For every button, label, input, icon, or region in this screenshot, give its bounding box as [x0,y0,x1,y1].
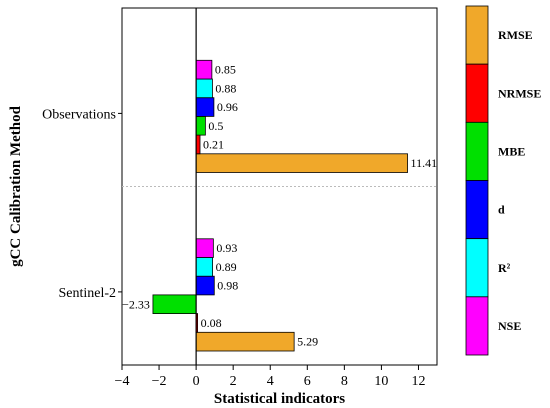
data-label-1-1: 0.89 [216,260,237,274]
category-label-1: Sentinel-2 [58,286,116,301]
legend-swatch-5 [465,296,489,356]
data-label-1-5: 5.29 [297,335,318,349]
data-label-0-5: 11.41 [411,156,438,170]
data-label-0-3: 0.5 [208,119,223,133]
legend-label-5: NSE [498,319,521,333]
bar-1-3 [152,294,197,314]
x-axis-title: Statistical indicators [214,391,345,407]
x-tick-label-3: 2 [230,374,237,389]
bar-0-5 [195,153,408,173]
data-label-1-4: 0.08 [201,316,222,330]
bar-1-5 [195,331,295,352]
legend-label-4: R² [498,261,511,275]
y-axis: Observations Sentinel-2 [42,107,122,301]
data-label-0-4: 0.21 [203,137,224,151]
x-tick-label-4: 4 [267,374,274,389]
x-tick-label-6: 8 [341,374,348,389]
plot-area: 11.41 0.21 0.5 0.96 0.88 0.85 5.29 0.08 −2.33 0.9… [121,7,438,366]
legend-swatch-4 [465,238,489,298]
legend-label-3: d [498,203,505,217]
category-label-0: Observations [42,107,116,122]
legend-label-1: NRMSE [498,86,541,100]
bar-1-0 [195,238,214,258]
legend-label-2: MBE [498,144,525,158]
legend-swatch-2 [465,121,489,181]
x-tick-label-1: −2 [152,374,167,389]
data-label-1-2: 0.98 [217,279,238,293]
x-tick-label-5: 6 [304,374,311,389]
bar-0-0 [195,59,213,80]
legend-swatch-0 [465,5,489,65]
data-label-0-2: 0.96 [217,100,238,114]
x-axis: −4 −2 0 2 4 6 8 10 12 [115,365,425,389]
data-label-0-1: 0.88 [215,81,236,95]
data-label-1-3: −2.33 [122,297,150,311]
legend-swatch-1 [465,63,489,123]
bar-1-1 [195,257,214,277]
x-tick-label-7: 10 [374,374,388,389]
data-label-0-0: 0.85 [215,63,236,77]
bar-0-1 [195,78,213,99]
bar-0-3 [195,116,206,136]
data-label-1-0: 0.93 [216,241,237,255]
x-tick-label-2: 0 [193,374,200,389]
legend-swatch-3 [465,180,489,240]
y-axis-title: gCC Calibration Method [8,105,24,266]
legend: RMSE NRMSE MBE d R² NSE [465,5,541,356]
x-tick-label-8: 12 [411,374,425,389]
x-tick-label-0: −4 [115,374,130,389]
bar-0-2 [195,97,215,117]
legend-label-0: RMSE [498,28,533,42]
bar-1-2 [195,275,215,296]
